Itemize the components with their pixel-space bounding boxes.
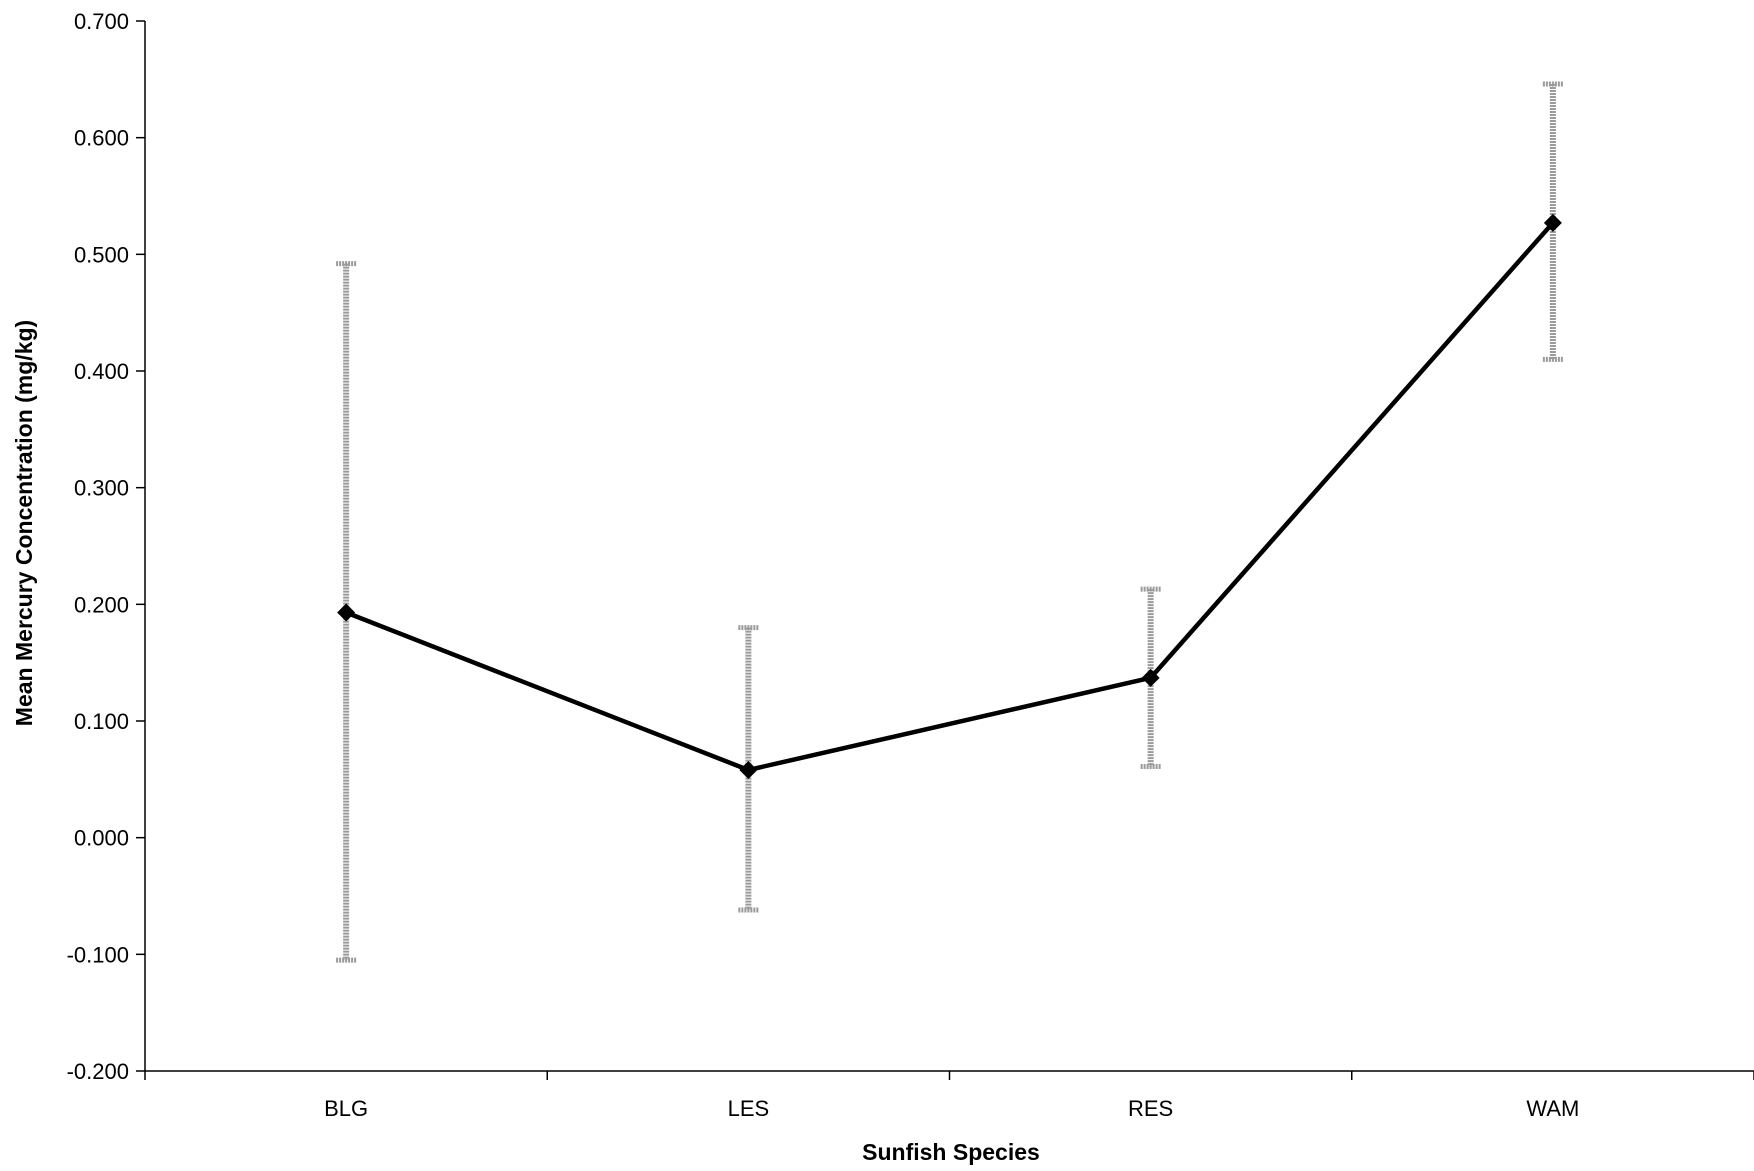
x-axis-title: Sunfish Species [862,1139,1040,1165]
y-tick-label: 0.700 [74,9,129,34]
x-tick-label: RES [1128,1096,1173,1121]
data-point-marker [739,761,758,779]
y-tick-label: -0.200 [67,1059,129,1084]
y-ticks: -0.200 -0.100 0.000 0.100 0.200 0.300 0.400 0.5… [67,9,145,1084]
y-tick-label: 0.400 [74,359,129,384]
x-tick-label: WAM [1526,1096,1579,1121]
series [337,213,1562,779]
y-tick-label: -0.100 [67,942,129,967]
y-tick-label: 0.600 [74,126,129,151]
y-tick-label: 0.200 [74,592,129,617]
data-point-marker [1141,668,1160,687]
error-bar [1542,81,1563,362]
data-point-marker [1543,213,1562,232]
y-tick-label: 0.300 [74,476,129,501]
axes [144,21,1754,1072]
y-tick-label: 0.000 [74,826,129,851]
error-bars [336,81,1563,963]
x-ticks: BLG LES RES WAM [144,1071,1754,1121]
y-tick-label: 0.500 [74,242,129,267]
x-tick-label: BLG [324,1096,368,1121]
y-axis-title: Mean Mercury Concentration (mg/kg) [11,320,37,726]
x-tick-label: LES [728,1096,770,1121]
data-point-marker [337,603,356,622]
y-tick-label: 0.100 [74,709,129,734]
series-line [345,221,1555,773]
